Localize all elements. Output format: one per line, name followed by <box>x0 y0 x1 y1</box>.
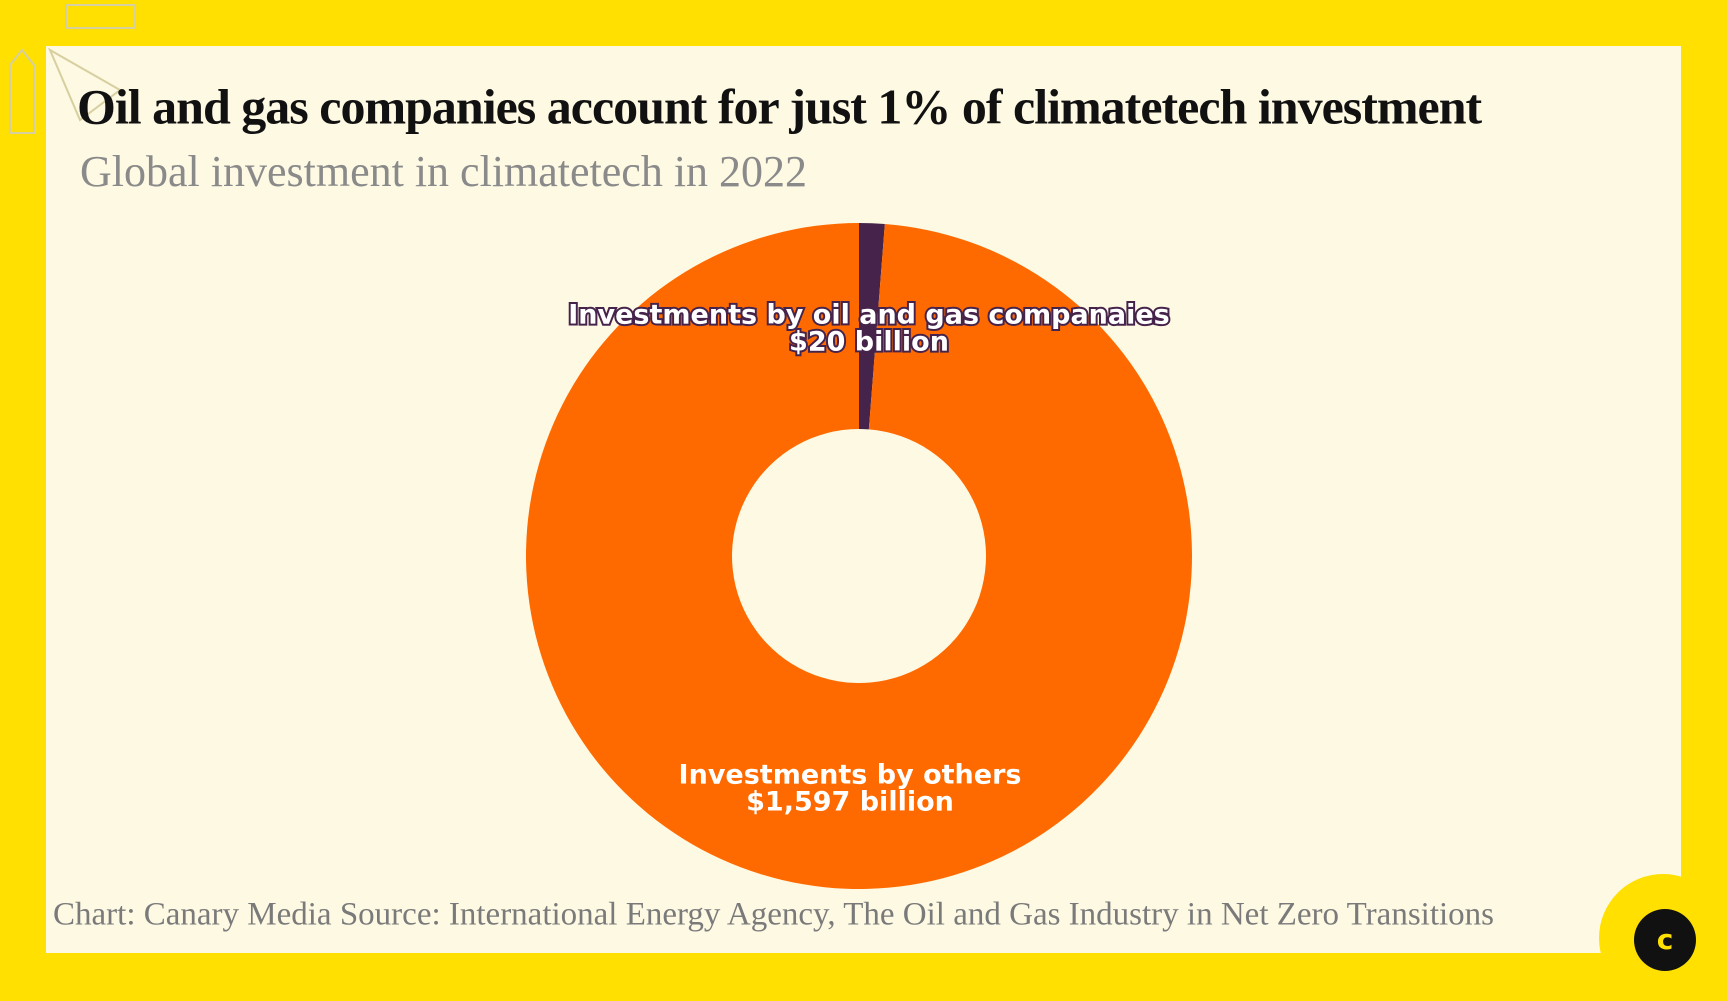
logo <box>1634 909 1696 971</box>
decoration <box>9 4 136 134</box>
data-label: $1,597 billion <box>746 787 954 818</box>
slice-label: Investments by oil and gas companaies <box>568 300 1170 331</box>
chart-title: Oil and gas companies account for just 1… <box>77 78 1483 134</box>
slice <box>859 223 885 430</box>
source: Chart: Canary Media Source: Internationa… <box>53 897 1494 933</box>
slice <box>526 223 1193 889</box>
data-label: $20 billion <box>789 327 949 358</box>
donut <box>526 223 1193 889</box>
logo-text: c <box>1657 923 1674 956</box>
chart-subtitle: Global investment in climatetech in 2022 <box>80 147 807 196</box>
slice-label: Investments by others <box>679 760 1022 791</box>
